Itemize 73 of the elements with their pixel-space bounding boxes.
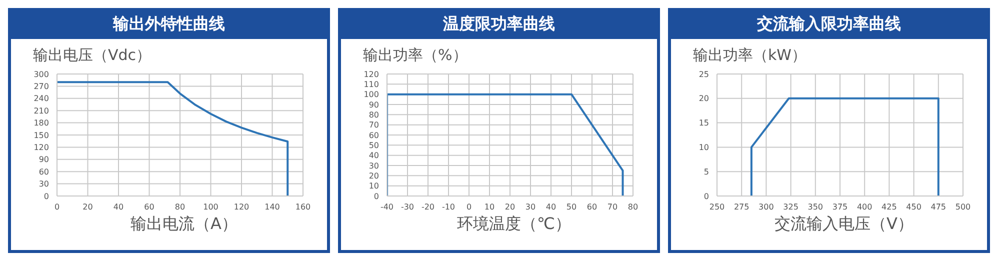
y-tick-label: 5 xyxy=(704,167,709,176)
y-tick-label: 120 xyxy=(364,70,379,79)
y-axis-title: 输出功率（kW） xyxy=(693,46,808,66)
line-series xyxy=(57,81,289,196)
y-tick-label: 0 xyxy=(44,192,49,201)
y-tick-label: 210 xyxy=(34,106,49,116)
x-tick-label: 80 xyxy=(628,202,638,212)
x-tick-label: 500 xyxy=(955,202,971,212)
y-tick-label: 90 xyxy=(38,155,49,164)
x-tick-label: 20 xyxy=(504,202,516,212)
chart-title: 交流输入限功率曲线 xyxy=(671,11,987,39)
y-tick-label: 0 xyxy=(374,192,379,201)
x-axis-title: 交流输入电压（V） xyxy=(774,214,914,235)
y-tick-label: 70 xyxy=(368,120,379,130)
x-tick-label: 375 xyxy=(832,202,848,212)
y-tick-label: 300 xyxy=(34,70,49,79)
y-tick-label: 180 xyxy=(34,118,49,128)
y-tick-label: 270 xyxy=(34,82,49,92)
x-tick-label: -30 xyxy=(400,202,414,212)
x-tick-label: 70 xyxy=(607,202,618,212)
x-tick-label: 60 xyxy=(586,202,598,212)
x-tick-label: 450 xyxy=(906,202,922,212)
y-tick-label: 40 xyxy=(368,151,379,160)
y-tick-label: 30 xyxy=(368,161,379,170)
x-tick-label: 120 xyxy=(234,202,250,212)
x-tick-label: 160 xyxy=(295,202,311,212)
x-tick-label: 325 xyxy=(783,202,798,212)
y-tick-label: 0 xyxy=(704,192,709,201)
y-tick-label: 30 xyxy=(38,180,49,189)
x-tick-label: 50 xyxy=(566,202,577,212)
y-axis-title: 输出电压（Vdc） xyxy=(33,46,152,66)
x-tick-label: 20 xyxy=(82,202,93,212)
x-axis-title: 输出电流（A） xyxy=(130,214,238,235)
y-tick-label: 10 xyxy=(368,182,379,191)
x-tick-label: 10 xyxy=(484,202,495,212)
y-tick-label: 240 xyxy=(34,94,49,104)
y-tick-label: 90 xyxy=(368,100,379,110)
x-tick-label: 475 xyxy=(930,202,946,212)
x-tick-label: 300 xyxy=(758,202,774,212)
y-tick-label: 120 xyxy=(34,143,49,152)
x-tick-label: 30 xyxy=(525,202,536,212)
x-tick-label: 80 xyxy=(174,202,186,212)
x-tick-label: 100 xyxy=(203,202,218,212)
x-tick-label: -20 xyxy=(421,202,435,212)
x-tick-label: 250 xyxy=(709,202,725,212)
x-tick-label: 350 xyxy=(808,202,824,212)
y-axis-title: 输出功率（%） xyxy=(363,46,468,66)
x-tick-label: 40 xyxy=(113,202,124,212)
x-tick-label: -10 xyxy=(442,202,456,212)
x-tick-label: 140 xyxy=(264,202,280,212)
y-tick-label: 25 xyxy=(698,70,709,79)
x-tick-label: 40 xyxy=(546,202,556,212)
x-tick-label: 0 xyxy=(466,202,472,212)
y-tick-label: 15 xyxy=(698,118,709,128)
x-tick-label: -40 xyxy=(380,202,394,212)
x-tick-label: 0 xyxy=(54,202,60,212)
y-tick-label: 20 xyxy=(368,172,379,181)
y-tick-label: 60 xyxy=(38,167,49,176)
chart-title: 输出外特性曲线 xyxy=(11,11,327,39)
y-tick-label: 80 xyxy=(368,110,379,120)
x-tick-label: 60 xyxy=(144,202,154,212)
y-tick-label: 20 xyxy=(698,94,709,104)
y-tick-label: 110 xyxy=(364,80,379,90)
x-tick-label: 425 xyxy=(882,202,897,212)
x-axis-title: 环境温度（℃） xyxy=(456,214,572,235)
y-tick-label: 10 xyxy=(698,143,709,152)
x-tick-label: 275 xyxy=(734,202,750,212)
chart-title: 温度限功率曲线 xyxy=(341,11,657,39)
y-tick-label: 60 xyxy=(368,130,379,140)
y-tick-label: 150 xyxy=(34,130,49,140)
x-tick-label: 400 xyxy=(856,202,872,212)
y-tick-label: 100 xyxy=(364,90,379,100)
y-tick-label: 50 xyxy=(368,141,379,150)
